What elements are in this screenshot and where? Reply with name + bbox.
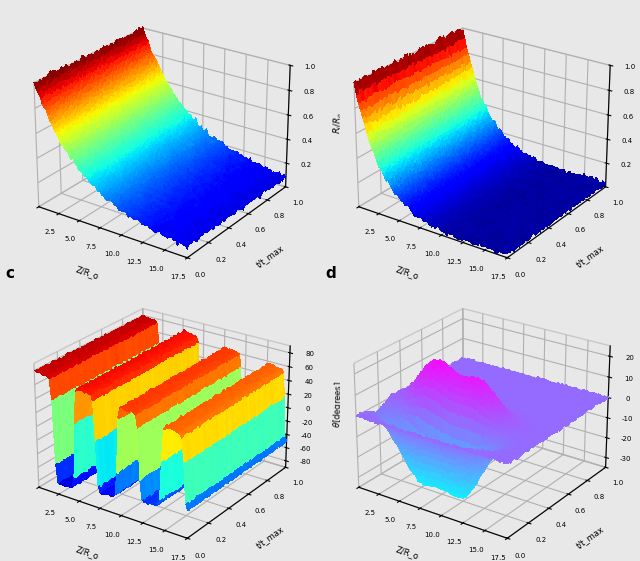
Text: c: c bbox=[6, 266, 15, 282]
Text: d: d bbox=[326, 266, 337, 282]
Text: a: a bbox=[6, 0, 16, 1]
X-axis label: Z/R_o: Z/R_o bbox=[395, 545, 420, 561]
X-axis label: Z/R_o: Z/R_o bbox=[395, 265, 420, 281]
Y-axis label: t/t_max: t/t_max bbox=[575, 243, 606, 269]
Text: b: b bbox=[326, 0, 337, 1]
Y-axis label: t/t_max: t/t_max bbox=[575, 524, 606, 550]
Y-axis label: t/t_max: t/t_max bbox=[255, 524, 286, 550]
Y-axis label: t/t_max: t/t_max bbox=[255, 243, 286, 269]
X-axis label: Z/R_o: Z/R_o bbox=[75, 545, 100, 561]
X-axis label: Z/R_o: Z/R_o bbox=[75, 265, 100, 281]
